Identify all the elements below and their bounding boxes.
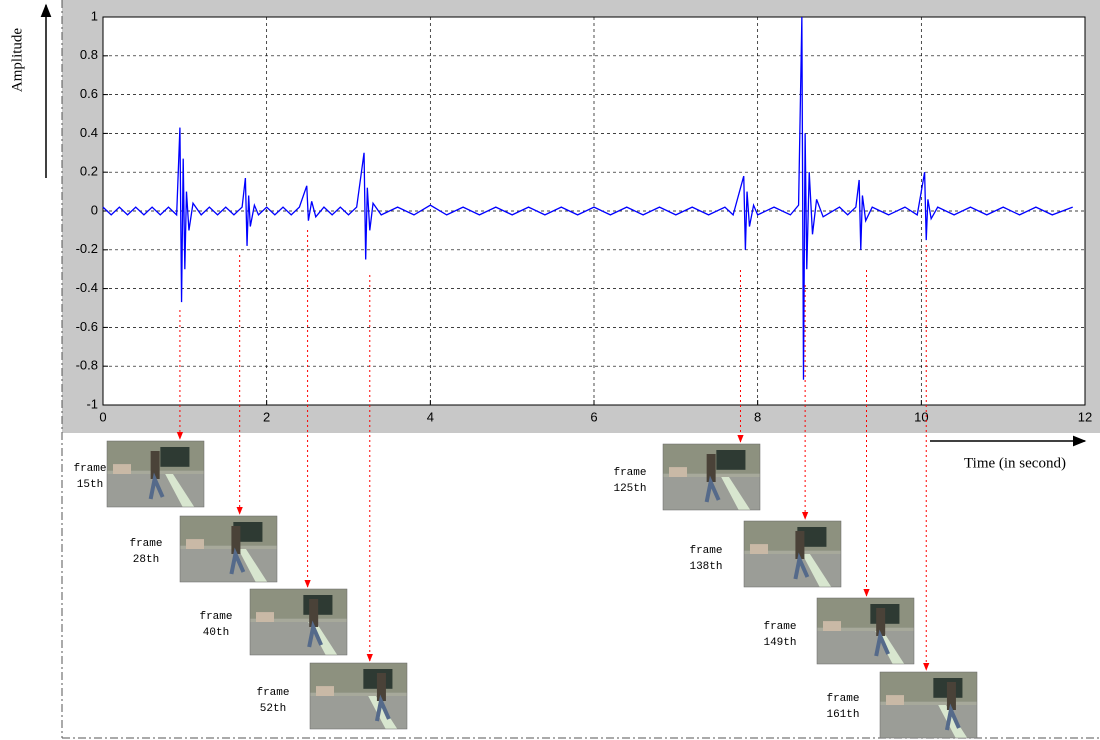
x-tick-label: 8 xyxy=(754,409,761,424)
frame-ordinal: 125th xyxy=(613,483,646,495)
thumb-person xyxy=(231,526,240,554)
frame-label: frame xyxy=(199,611,232,623)
frame-ordinal: 15th xyxy=(77,479,103,491)
x-tick-label: 4 xyxy=(427,409,434,424)
frame-ordinal: 52th xyxy=(260,703,286,715)
frame-label: frame xyxy=(129,538,162,550)
thumb-board xyxy=(716,450,745,470)
thumb-person xyxy=(707,454,716,482)
thumb-person xyxy=(876,608,885,636)
frame-ordinal: 149th xyxy=(763,637,796,649)
frame-ordinal: 138th xyxy=(689,561,722,573)
y-tick-label: 0.2 xyxy=(80,164,98,179)
frame-thumbnail xyxy=(817,598,914,664)
frame-label: frame xyxy=(689,545,722,557)
y-tick-label: 0.6 xyxy=(80,86,98,101)
frame-ordinal: 40th xyxy=(203,627,229,639)
frame-thumbnail xyxy=(880,672,977,738)
frame-thumbnail xyxy=(744,521,841,587)
frame-thumbnail xyxy=(250,589,347,655)
frame-thumbnail xyxy=(107,441,204,507)
thumb-person xyxy=(947,682,956,710)
frame-label: frame xyxy=(763,621,796,633)
frame-thumbnail xyxy=(310,663,407,729)
x-tick-label: 0 xyxy=(99,409,106,424)
y-tick-label: -0.4 xyxy=(76,280,98,295)
y-tick-label: 1 xyxy=(91,8,98,23)
frame-label: frame xyxy=(826,693,859,705)
thumb-person xyxy=(377,673,386,701)
x-axis-label: Time (in second) xyxy=(964,455,1066,471)
y-tick-label: -1 xyxy=(86,396,98,411)
y-axis-label: Amplitude xyxy=(9,28,25,93)
thumb-board xyxy=(160,447,189,467)
x-tick-label: 2 xyxy=(263,409,270,424)
thumb-person xyxy=(309,599,318,627)
frame-thumbnail xyxy=(180,516,277,582)
frame-thumbnail xyxy=(663,444,760,510)
frame-ordinal: 28th xyxy=(133,554,159,566)
y-tick-label: -0.8 xyxy=(76,358,98,373)
y-tick-label: 0.4 xyxy=(80,125,98,140)
frame-label: frame xyxy=(73,463,106,475)
frame-ordinal: 161th xyxy=(826,709,859,721)
thumb-person xyxy=(795,531,804,559)
thumb-person xyxy=(151,451,160,479)
frame-label: frame xyxy=(256,687,289,699)
y-tick-label: 0 xyxy=(91,202,98,217)
figure: Amplitude Time (in second) -1 -0.8 -0.6 -0.… xyxy=(0,0,1100,740)
y-tick-label: -0.2 xyxy=(76,241,98,256)
x-tick-label: 6 xyxy=(590,409,597,424)
frame-label: frame xyxy=(613,467,646,479)
y-tick-label: -0.6 xyxy=(76,319,98,334)
y-tick-label: 0.8 xyxy=(80,47,98,62)
x-tick-label: 12 xyxy=(1078,409,1092,424)
